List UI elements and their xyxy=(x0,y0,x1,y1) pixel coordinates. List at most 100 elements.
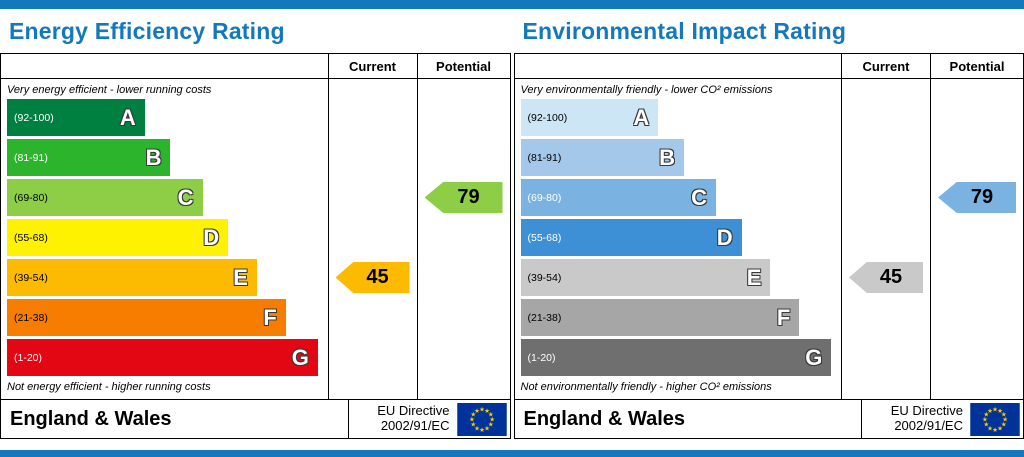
bands: (92-100) A (81-91) B (69-80) C (55-68) D (39-54)… xyxy=(520,99,842,379)
environmental-impact-title: Environmental Impact Rating xyxy=(522,17,847,44)
svg-text:★: ★ xyxy=(474,407,480,414)
energy-efficiency-panel: Energy Efficiency Rating Current Potenti… xyxy=(0,9,511,439)
band-row: (1-20) G xyxy=(7,339,328,379)
energy-efficiency-chart: Current Potential Very energy efficient … xyxy=(0,53,511,439)
current-rating-value: 45 xyxy=(879,266,903,288)
eu-directive-line2: 2002/91/EC xyxy=(894,418,963,433)
band-letter: E xyxy=(233,264,248,290)
footer-row: England & Wales EU Directive 2002/91/EC … xyxy=(514,399,1023,438)
band-bar-g: (1-20) G xyxy=(7,339,318,376)
band-range-label: (1-20) xyxy=(14,351,43,364)
eu-directive-line1: EU Directive xyxy=(377,403,450,419)
band-row: (81-91) B xyxy=(7,139,328,179)
band-letter: G xyxy=(805,344,823,370)
band-letter: D xyxy=(203,224,220,250)
header-spacer xyxy=(1,54,328,78)
svg-text:★: ★ xyxy=(470,421,476,428)
current-rating-arrow: 45 xyxy=(335,262,410,293)
chart-body: Very environmentally friendly - lower CO… xyxy=(515,79,1024,399)
eu-flag-icon: ★ ★★★★★★★★★★★ xyxy=(970,402,1020,436)
energy-efficiency-title: Energy Efficiency Rating xyxy=(9,17,285,44)
svg-text:★: ★ xyxy=(1001,411,1007,418)
bottom-caption: Not environmentally friendly - higher CO… xyxy=(520,381,772,393)
potential-column-header: Potential xyxy=(416,54,510,78)
svg-text:★: ★ xyxy=(987,407,993,414)
potential-rating-arrow: 79 xyxy=(938,182,1016,213)
band-letter: A xyxy=(633,104,650,130)
region-label: England & Wales xyxy=(523,407,686,430)
top-caption: Very environmentally friendly - lower CO… xyxy=(520,84,773,96)
svg-text:★: ★ xyxy=(992,406,998,413)
svg-text:★: ★ xyxy=(992,426,998,433)
eu-flag-icon: ★ ★★★★★★★★★★★ xyxy=(456,402,507,436)
band-range-label: (55-68) xyxy=(527,231,562,244)
svg-text:★: ★ xyxy=(479,426,485,433)
potential-rating-value: 79 xyxy=(457,186,480,208)
current-rating-value: 45 xyxy=(366,266,389,288)
eu-directive-line1: EU Directive xyxy=(890,403,963,419)
band-bar-e: (39-54) E xyxy=(520,259,771,296)
band-letter: G xyxy=(291,344,309,370)
potential-column: 79 xyxy=(930,79,1023,399)
band-letter: F xyxy=(263,304,277,330)
band-bar-g: (1-20) G xyxy=(520,339,832,376)
band-bar-e: (39-54) E xyxy=(7,259,257,296)
eu-directive-cell: EU Directive 2002/91/EC ★ ★ ★ ★ ★ ★ ★ ★ ★ ★ ★ ★ xyxy=(347,400,510,438)
svg-text:★: ★ xyxy=(982,416,988,423)
band-range-label: (81-91) xyxy=(527,151,562,164)
environmental-impact-chart: Current Potential Very environmentally f… xyxy=(513,53,1024,439)
band-bar-f: (21-38) F xyxy=(520,299,800,336)
chart-body: Very energy efficient - lower running co… xyxy=(1,79,510,399)
band-range-label: (81-91) xyxy=(14,151,48,164)
svg-text:★: ★ xyxy=(484,425,490,432)
band-row: (69-80) C xyxy=(7,179,328,219)
band-row: (39-54) E xyxy=(520,259,842,299)
band-letter: D xyxy=(716,224,733,250)
band-letter: B xyxy=(145,144,162,170)
bands-column: Very environmentally friendly - lower CO… xyxy=(515,79,842,399)
band-letter: A xyxy=(119,104,136,130)
eu-directive-text: EU Directive 2002/91/EC xyxy=(377,403,450,434)
environmental-impact-panel: Environmental Impact Rating Current Pote… xyxy=(513,9,1024,439)
bottom-caption: Not energy efficient - higher running co… xyxy=(7,381,211,393)
band-range-label: (1-20) xyxy=(527,351,556,364)
bottom-blue-strip xyxy=(0,450,1024,457)
band-row: (92-100) A xyxy=(7,99,328,139)
svg-text:★: ★ xyxy=(983,411,989,418)
band-row: (69-80) C xyxy=(520,179,842,219)
svg-text:★: ★ xyxy=(1001,421,1007,428)
svg-text:★: ★ xyxy=(484,407,490,414)
current-column-header: Current xyxy=(327,54,417,78)
potential-column-header: Potential xyxy=(930,54,1023,78)
eu-directive-text: EU Directive 2002/91/EC xyxy=(890,403,963,434)
svg-text:★: ★ xyxy=(987,425,993,432)
band-range-label: (69-80) xyxy=(14,191,48,204)
band-range-label: (39-54) xyxy=(527,271,562,284)
band-letter: E xyxy=(746,264,762,290)
column-header-row: Current Potential xyxy=(514,54,1023,79)
top-caption: Very energy efficient - lower running co… xyxy=(7,84,212,96)
band-row: (39-54) E xyxy=(7,259,328,299)
column-header-row: Current Potential xyxy=(1,54,510,79)
svg-text:★: ★ xyxy=(1002,416,1008,423)
band-row: (1-20) G xyxy=(520,339,842,379)
band-bar-d: (55-68) D xyxy=(520,219,742,256)
potential-column: 79 xyxy=(416,79,510,399)
band-bar-f: (21-38) F xyxy=(7,299,286,336)
current-column: 45 xyxy=(327,79,417,399)
svg-text:★: ★ xyxy=(479,406,485,413)
band-bar-a: (92-100) A xyxy=(520,99,659,136)
band-row: (92-100) A xyxy=(520,99,842,139)
band-row: (21-38) F xyxy=(7,299,328,339)
svg-text:★: ★ xyxy=(470,411,476,418)
band-range-label: (92-100) xyxy=(14,111,54,124)
band-range-label: (55-68) xyxy=(14,231,48,244)
band-letter: C xyxy=(177,184,194,210)
potential-rating-arrow: 79 xyxy=(424,182,503,213)
current-column-header: Current xyxy=(841,54,930,78)
band-row: (21-38) F xyxy=(520,299,842,339)
svg-text:★: ★ xyxy=(487,421,493,428)
band-range-label: (21-38) xyxy=(14,311,48,324)
current-column: 45 xyxy=(841,79,930,399)
